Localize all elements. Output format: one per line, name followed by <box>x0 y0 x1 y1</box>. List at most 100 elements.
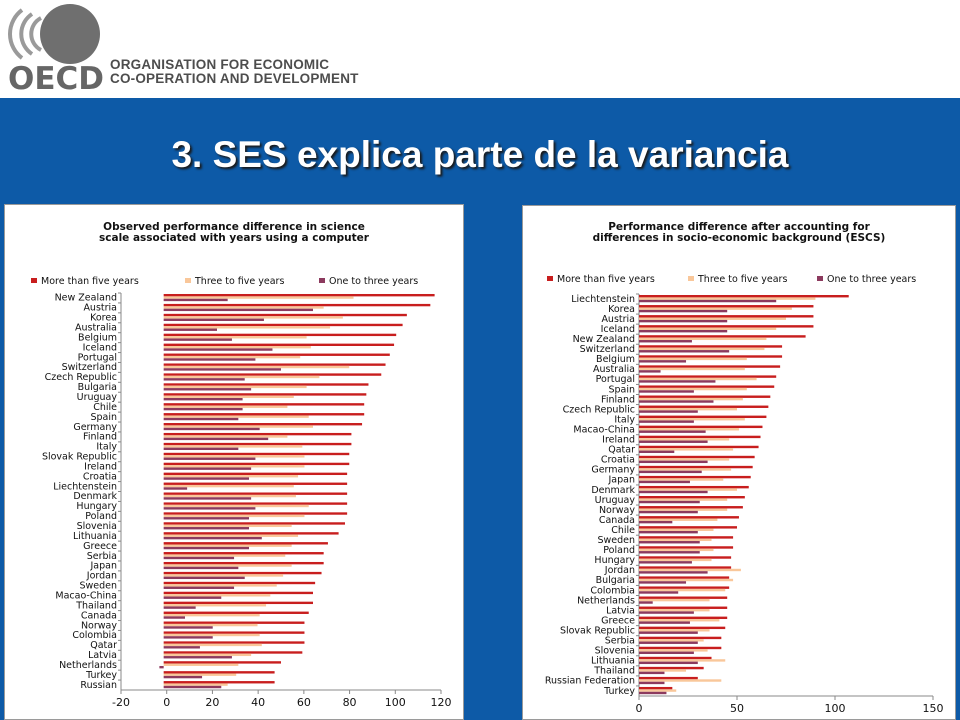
bar-three-to-five-years <box>163 633 260 637</box>
bar-more-than-five-years <box>639 485 749 489</box>
bar-more-than-five-years <box>163 403 365 406</box>
value-tick-label: 0 <box>163 696 170 709</box>
category-label: Australia <box>75 323 117 334</box>
bar-three-to-five-years <box>163 306 324 309</box>
bar-one-to-three-years <box>639 480 690 484</box>
bar-more-than-five-years <box>163 363 386 366</box>
bar-one-to-three-years <box>639 561 692 564</box>
bar-more-than-five-years <box>163 532 339 535</box>
bar-more-than-five-years <box>163 591 313 595</box>
bar-more-than-five-years <box>163 552 324 555</box>
bar-more-than-five-years <box>639 345 783 348</box>
bar-more-than-five-years <box>163 373 382 376</box>
bar-more-than-five-years <box>163 681 275 684</box>
category-label: Jordan <box>604 565 635 576</box>
legend-label: Three to five years <box>194 276 284 287</box>
bar-three-to-five-years <box>163 534 299 537</box>
bar-three-to-five-years <box>639 518 718 521</box>
bar-three-to-five-years <box>639 297 816 300</box>
bar-one-to-three-years <box>639 450 675 453</box>
chart-title-line-2: differences in socio-economic background… <box>593 232 886 244</box>
legend-label: One to three years <box>329 276 418 287</box>
category-label: Spain <box>90 412 117 423</box>
bar-one-to-three-years <box>163 447 239 451</box>
bar-one-to-three-years <box>163 675 203 679</box>
bar-one-to-three-years <box>163 427 260 431</box>
bar-three-to-five-years <box>163 365 350 369</box>
bar-one-to-three-years <box>639 430 706 433</box>
bar-three-to-five-years <box>639 337 767 341</box>
bar-three-to-five-years <box>163 643 262 647</box>
bar-one-to-three-years <box>163 685 222 689</box>
bar-three-to-five-years <box>163 395 294 399</box>
bar-one-to-three-years <box>163 328 217 331</box>
bar-three-to-five-years <box>639 397 743 401</box>
bar-more-than-five-years <box>639 626 726 630</box>
bar-one-to-three-years <box>163 417 239 421</box>
bar-three-to-five-years <box>163 484 294 488</box>
category-label: New Zealand <box>573 334 635 345</box>
bar-more-than-five-years <box>639 526 737 529</box>
bar-one-to-three-years <box>639 601 653 604</box>
chart-title-line-2: scale associated with years using a comp… <box>99 232 370 244</box>
bar-three-to-five-years <box>639 317 786 320</box>
bar-one-to-three-years <box>639 611 694 614</box>
bar-three-to-five-years <box>639 488 737 491</box>
bar-three-to-five-years <box>163 385 307 389</box>
bar-one-to-three-years <box>639 571 708 574</box>
bar-more-than-five-years <box>639 435 761 439</box>
bar-one-to-three-years <box>163 646 200 649</box>
category-label: Greece <box>83 541 117 552</box>
bar-more-than-five-years <box>639 385 775 388</box>
bar-one-to-three-years <box>639 410 698 413</box>
bar-more-than-five-years <box>639 365 781 368</box>
bar-three-to-five-years <box>639 367 745 371</box>
category-label: Denmark <box>591 485 635 496</box>
bar-more-than-five-years <box>639 425 763 429</box>
bar-three-to-five-years <box>639 468 732 471</box>
value-tick-label: 40 <box>251 696 265 709</box>
org-name-line-1: ORGANISATION FOR ECONOMIC <box>110 57 330 72</box>
bar-more-than-five-years <box>163 303 431 307</box>
bar-more-than-five-years <box>639 415 767 419</box>
bar-more-than-five-years <box>163 492 348 495</box>
slide-title: 3. SES explica parte de la variancia <box>171 134 789 175</box>
bar-three-to-five-years <box>639 357 747 361</box>
logo-arc-inner <box>29 16 43 52</box>
bar-more-than-five-years <box>639 295 849 298</box>
category-label: Uruguay <box>77 392 118 403</box>
bar-three-to-five-years <box>639 428 739 431</box>
value-tick-label: 0 <box>636 702 643 715</box>
bar-one-to-three-years <box>639 380 716 383</box>
bar-three-to-five-years <box>163 475 299 478</box>
category-label: Italy <box>614 414 635 425</box>
bar-one-to-three-years <box>639 631 698 634</box>
bar-three-to-five-years <box>163 316 343 319</box>
bar-three-to-five-years <box>163 673 237 676</box>
category-label: Austria <box>601 314 635 325</box>
legend-swatch <box>547 276 553 281</box>
bar-one-to-three-years <box>639 510 698 514</box>
bar-one-to-three-years <box>639 671 665 675</box>
bar-three-to-five-years <box>639 619 720 622</box>
bar-three-to-five-years <box>639 387 747 391</box>
category-label: Chile <box>611 525 635 536</box>
bar-more-than-five-years <box>639 576 730 579</box>
bar-more-than-five-years <box>163 333 397 337</box>
bar-one-to-three-years <box>163 348 273 351</box>
bar-one-to-three-years <box>163 388 252 391</box>
bar-one-to-three-years <box>639 350 730 353</box>
bar-more-than-five-years <box>163 641 305 644</box>
bar-one-to-three-years <box>639 641 698 644</box>
bar-three-to-five-years <box>163 584 277 587</box>
value-tick-label: 60 <box>297 696 311 709</box>
bar-one-to-three-years <box>163 497 252 500</box>
bar-more-than-five-years <box>639 445 759 449</box>
bar-three-to-five-years <box>639 418 745 421</box>
bar-more-than-five-years <box>163 661 281 664</box>
legend-swatch <box>319 278 325 283</box>
logo-arc-outer <box>8 8 24 60</box>
bar-more-than-five-years <box>639 646 722 650</box>
category-label: Norway <box>81 620 117 631</box>
category-label: Japan <box>90 561 118 572</box>
